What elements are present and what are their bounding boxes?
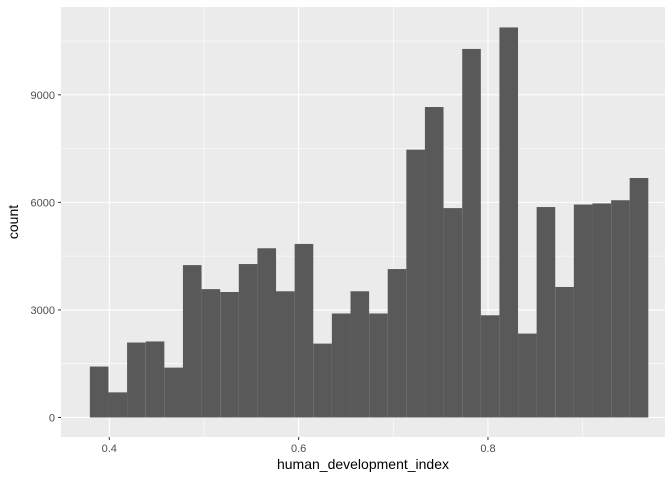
histogram-bar-15	[350, 291, 370, 418]
x-axis: 0.4 0.6 0.8	[102, 437, 496, 455]
y-tick-label: 6000	[31, 197, 55, 209]
histogram-bar-20	[443, 208, 463, 418]
histogram-bar-10	[257, 248, 277, 418]
histogram-bar-21	[462, 48, 481, 418]
histogram-bar-27	[573, 204, 593, 418]
histogram-bars	[89, 27, 649, 418]
histogram-bar-17	[387, 269, 407, 418]
x-tick-label: 0.4	[102, 443, 117, 455]
histogram-bar-3	[127, 342, 146, 418]
histogram-bar-16	[369, 313, 388, 418]
histogram-bar-22	[480, 315, 500, 418]
histogram-bar-11	[275, 291, 295, 418]
histogram-bar-28	[592, 203, 612, 418]
histogram-bar-29	[611, 200, 630, 418]
x-axis-title: human_development_index	[277, 456, 449, 472]
histogram-bar-5	[164, 367, 183, 418]
histogram-bar-14	[331, 313, 351, 418]
x-tick-label: 0.6	[291, 443, 306, 455]
histogram-bar-23	[499, 27, 519, 418]
histogram-bar-19	[424, 107, 444, 418]
x-tick-label: 0.8	[480, 443, 495, 455]
histogram-bar-25	[536, 207, 556, 418]
y-tick-label: 9000	[31, 90, 55, 102]
histogram-bar-2	[108, 392, 128, 418]
histogram-bar-18	[406, 149, 425, 418]
histogram-bar-26	[555, 286, 574, 418]
histogram-bar-30	[629, 177, 649, 418]
histogram-bar-4	[145, 341, 165, 418]
histogram-bar-1	[89, 366, 109, 418]
histogram-bar-9	[238, 264, 258, 418]
histogram-bar-24	[518, 333, 537, 418]
histogram-bar-13	[313, 343, 332, 418]
y-axis-title: count	[5, 205, 21, 239]
histogram-bar-12	[294, 243, 314, 418]
y-tick-label: 0	[49, 412, 55, 424]
histogram-bar-6	[182, 265, 202, 418]
y-axis: 0 3000 6000 9000	[31, 90, 61, 424]
histogram-bar-7	[201, 289, 221, 418]
y-tick-label: 3000	[31, 305, 55, 317]
histogram-bar-8	[220, 291, 239, 418]
